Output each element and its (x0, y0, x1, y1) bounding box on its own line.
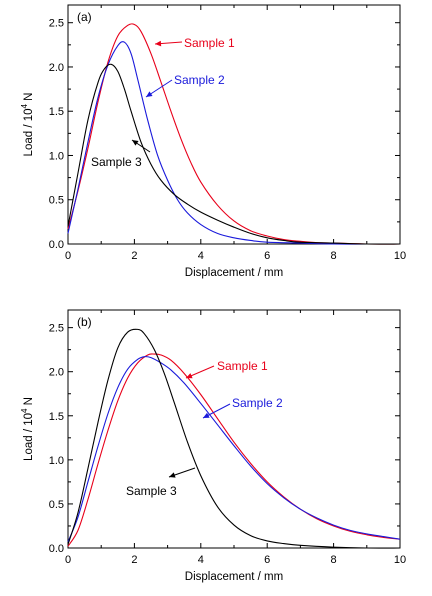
y-tick-label: 0.5 (49, 195, 64, 207)
panel-label: (a) (77, 10, 92, 24)
y-tick-label: 1.5 (49, 411, 64, 423)
y-axis-title-base: Load / 10 (23, 108, 35, 156)
chart-panel-a: 0 2 4 6 8 10 0.0 0.5 1.0 1.5 2.0 2.5 Displacement / … (20, 4, 406, 279)
x-tick-label: 2 (131, 554, 137, 566)
y-tick-label: 1.0 (49, 150, 64, 162)
series-label-sample-3: Sample 3 (91, 155, 142, 169)
x-tick-label: 10 (394, 250, 406, 262)
x-tick-label: 2 (131, 250, 137, 262)
x-tick-label: 4 (198, 554, 204, 566)
y-axis-title-unit: N (23, 397, 35, 409)
series-label-sample-3: Sample 3 (126, 484, 177, 498)
y-axis-title-base: Load / 10 (23, 413, 35, 461)
x-tick-label: 8 (331, 554, 337, 566)
series-line-sample-1 (67, 23, 401, 245)
y-tick-label: 1.0 (49, 455, 64, 467)
annotation-arrowhead (203, 412, 210, 418)
plot-frame (67, 309, 401, 549)
y-axis-title: Load / 104 N (20, 397, 35, 461)
annotation-arrowhead (169, 472, 176, 478)
x-tick-label: 0 (65, 554, 71, 566)
x-tick-label: 4 (198, 250, 204, 262)
x-axis-title: Displacement / mm (185, 267, 283, 279)
series-label-sample-1: Sample 1 (217, 359, 268, 373)
x-tick-label: 10 (394, 554, 406, 566)
y-tick-label: 0.5 (49, 499, 64, 511)
series-label-sample-1: Sample 1 (184, 36, 235, 50)
series-line-sample-2 (67, 41, 400, 245)
y-axis-title-unit: N (23, 93, 35, 105)
y-tick-label: 2.5 (49, 18, 64, 30)
annotation-arrowhead (155, 40, 162, 47)
y-tick-label: 1.5 (49, 106, 64, 118)
chart-panel-b: 0 2 4 6 8 10 0.0 0.5 1.0 1.5 2.0 2.5 Displacement / … (20, 309, 406, 583)
x-tick-label: 6 (264, 554, 270, 566)
series-label-sample-2: Sample 2 (232, 396, 283, 410)
y-tick-label: 2.0 (49, 62, 64, 74)
series-line-sample-2 (67, 356, 401, 543)
x-axis-title: Displacement / mm (185, 571, 283, 583)
y-axis-title: Load / 104 N (20, 93, 35, 157)
series-label-sample-2: Sample 2 (174, 73, 225, 87)
annotation-arrowhead (146, 91, 153, 97)
x-tick-label: 8 (331, 250, 337, 262)
series-line-sample-3 (67, 328, 401, 549)
x-tick-label: 0 (65, 250, 71, 262)
y-tick-label: 0.0 (49, 239, 64, 251)
series-line-sample-1 (67, 353, 401, 547)
y-tick-label: 2.5 (49, 323, 64, 335)
y-tick-label: 0.0 (49, 543, 64, 555)
annotation-arrowhead (186, 373, 193, 379)
annotation-arrowhead (132, 140, 139, 146)
panel-label: (b) (77, 315, 92, 329)
y-axis-title-exponent: 4 (20, 408, 29, 413)
y-axis-title-exponent: 4 (20, 103, 29, 108)
x-tick-label: 6 (264, 250, 270, 262)
y-tick-label: 2.0 (49, 367, 64, 379)
series-line-sample-3 (67, 63, 401, 245)
